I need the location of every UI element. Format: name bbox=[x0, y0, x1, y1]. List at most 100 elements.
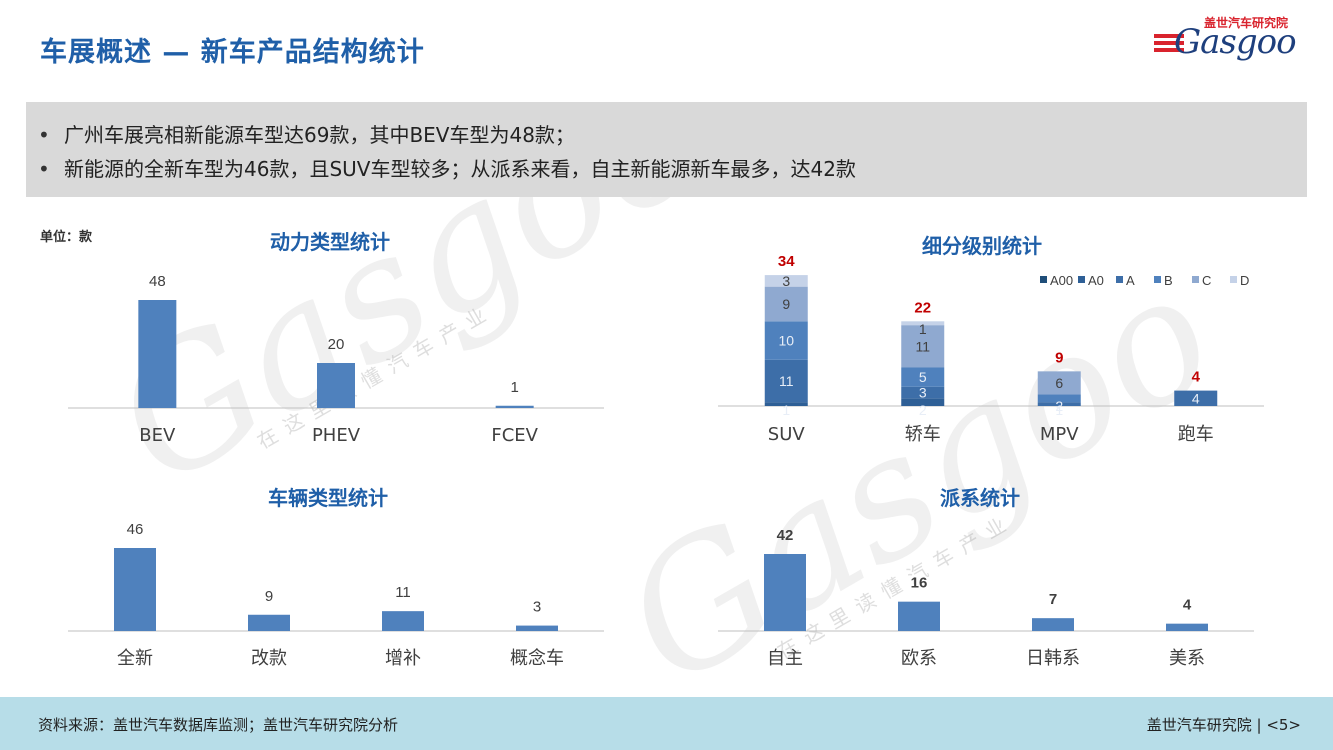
footer-separator: | bbox=[1256, 716, 1267, 734]
segment-bar-轿车-A0 bbox=[901, 398, 945, 406]
bar-PHEV bbox=[317, 363, 355, 408]
segment-bar-SUV-B bbox=[764, 321, 808, 360]
category-label: 改款 bbox=[251, 648, 287, 669]
legend-swatch-C bbox=[1192, 276, 1199, 283]
category-label: SUV bbox=[768, 424, 806, 445]
summary-item: 新能源的全新车型为46款，且SUV车型较多；从派系来看，自主新能源新车最多，达4… bbox=[38, 152, 856, 186]
segment-value-label: 6 bbox=[1055, 375, 1063, 391]
data-label: 46 bbox=[127, 521, 144, 538]
faction-chart: 42 自主 16 欧系 7 日韩系 4 美系 bbox=[718, 527, 1254, 669]
data-label: 20 bbox=[328, 336, 345, 353]
category-label: 自主 bbox=[767, 648, 803, 669]
segment-bar-轿车-A bbox=[901, 386, 945, 399]
segment-value-label: 3 bbox=[919, 385, 927, 401]
category-label: 跑车 bbox=[1178, 424, 1214, 445]
segment-value-label: 4 bbox=[1192, 390, 1200, 406]
category-label: 轿车 bbox=[905, 424, 941, 445]
legend-label: B bbox=[1164, 273, 1173, 288]
segment-bar-MPV-B bbox=[1037, 394, 1081, 403]
bar-美系 bbox=[1166, 623, 1208, 631]
total-label: 34 bbox=[778, 253, 795, 270]
total-label: 4 bbox=[1192, 369, 1201, 386]
summary-list: 广州车展亮相新能源车型达69款，其中BEV车型为48款； 新能源的全新车型为46… bbox=[26, 118, 856, 186]
segment-value-label: 1 bbox=[782, 402, 790, 418]
legend-swatch-A bbox=[1116, 276, 1123, 283]
legend-label: C bbox=[1202, 273, 1211, 288]
bar-概念车 bbox=[516, 625, 558, 631]
data-label: 4 bbox=[1183, 597, 1192, 614]
segment-bar-SUV-A0 bbox=[764, 402, 808, 406]
bar-全新 bbox=[114, 548, 156, 631]
footer-org-page: 盖世汽车研究院 | <5> bbox=[1147, 714, 1301, 735]
bar-自主 bbox=[764, 554, 806, 631]
footer-page-number: <5> bbox=[1266, 716, 1301, 734]
data-label: 3 bbox=[533, 599, 541, 616]
segment-value-label: 1 bbox=[919, 321, 927, 337]
category-label: 增补 bbox=[385, 648, 421, 669]
power-type-chart: 48 BEV 20 PHEV 1 FCEV bbox=[68, 273, 604, 446]
legend-label: A bbox=[1126, 273, 1135, 288]
segment-value-label: 10 bbox=[778, 333, 794, 349]
bar-FCEV bbox=[495, 405, 534, 408]
chart-title-faction: 派系统计 bbox=[940, 486, 1020, 510]
category-label: PHEV bbox=[312, 425, 361, 446]
page-title: 车展概述 — 新车产品结构统计 bbox=[40, 37, 425, 68]
gasgoo-logo: 盖世汽车研究院 Gasgoo bbox=[1152, 14, 1302, 64]
segment-value-label: 9 bbox=[782, 296, 790, 312]
total-label: 9 bbox=[1055, 349, 1063, 366]
bar-BEV bbox=[138, 300, 177, 408]
segment-bar-跑车-A bbox=[1174, 390, 1218, 406]
segment-value-label: 3 bbox=[782, 273, 790, 289]
segment-value-label: 11 bbox=[779, 373, 794, 389]
segment-bar-SUV-D bbox=[764, 275, 808, 287]
category-label: BEV bbox=[139, 425, 176, 446]
category-label: FCEV bbox=[491, 425, 538, 446]
unit-label: 单位：款 bbox=[40, 230, 93, 245]
bar-改款 bbox=[248, 614, 290, 631]
segment-value-label: 2 bbox=[1055, 398, 1063, 414]
segment-bar-SUV-C bbox=[764, 286, 808, 322]
segment-bar-轿车-D bbox=[901, 321, 945, 326]
category-label: 欧系 bbox=[901, 648, 937, 669]
vehicle-type-chart: 46 全新 9 改款 11 增补 3 概念车 bbox=[68, 521, 604, 669]
chart-title-power: 动力类型统计 bbox=[270, 230, 390, 254]
segment-value-label: 2 bbox=[919, 402, 927, 418]
category-label: 概念车 bbox=[510, 647, 564, 669]
legend-swatch-A0 bbox=[1078, 276, 1085, 283]
data-label: 7 bbox=[1049, 591, 1057, 608]
legend-label: D bbox=[1240, 273, 1249, 288]
total-label: 22 bbox=[914, 299, 931, 316]
segment-bar-SUV-A bbox=[764, 359, 808, 403]
chart-title-segment: 细分级别统计 bbox=[922, 234, 1042, 258]
summary-box: 广州车展亮相新能源车型达69款，其中BEV车型为48款； 新能源的全新车型为46… bbox=[26, 102, 1307, 197]
category-label: 日韩系 bbox=[1026, 648, 1080, 669]
category-label: 全新 bbox=[117, 648, 153, 669]
category-label: 美系 bbox=[1169, 648, 1205, 669]
legend-swatch-B bbox=[1154, 276, 1161, 283]
bar-增补 bbox=[382, 611, 424, 631]
legend-label: A0 bbox=[1088, 273, 1104, 288]
data-label: 11 bbox=[395, 584, 411, 601]
logo-main-text: Gasgoo bbox=[1174, 22, 1297, 62]
data-label: 42 bbox=[777, 527, 794, 544]
data-label: 1 bbox=[510, 379, 518, 396]
legend-swatch-D bbox=[1230, 276, 1237, 283]
data-label: 9 bbox=[265, 588, 273, 605]
category-label: MPV bbox=[1040, 424, 1079, 445]
segment-value-label: 11 bbox=[915, 338, 930, 354]
segment-value-label: 1 bbox=[1055, 402, 1063, 418]
segment-bar-MPV-C bbox=[1037, 371, 1081, 395]
logo-top-text: 盖世汽车研究院 bbox=[1204, 16, 1289, 30]
summary-item: 广州车展亮相新能源车型达69款，其中BEV车型为48款； bbox=[38, 118, 856, 152]
segment-bar-轿车-B bbox=[901, 367, 945, 387]
legend-label: A00 bbox=[1050, 273, 1073, 288]
footer-org: 盖世汽车研究院 bbox=[1146, 716, 1252, 734]
legend-swatch-A00 bbox=[1040, 276, 1047, 283]
footer-source: 资料来源：盖世汽车数据库监测；盖世汽车研究院分析 bbox=[38, 716, 399, 734]
segment-bar-轿车-C bbox=[901, 325, 945, 368]
data-label: 16 bbox=[911, 575, 928, 592]
logo-stripes-icon bbox=[1154, 34, 1184, 55]
data-label: 48 bbox=[149, 273, 166, 290]
